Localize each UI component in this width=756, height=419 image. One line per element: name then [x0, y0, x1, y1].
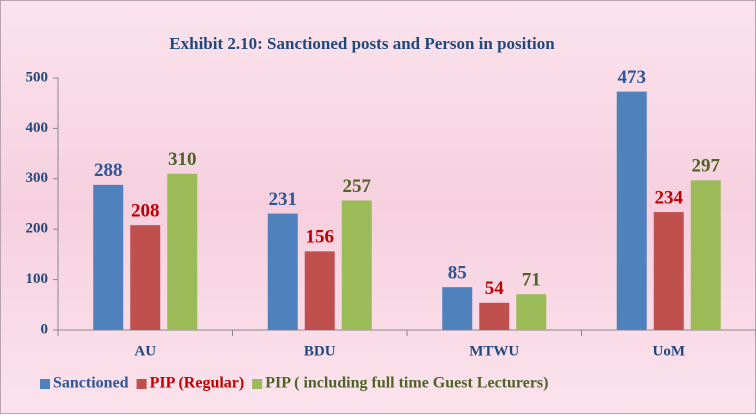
y-tick-label: 300 — [26, 170, 49, 186]
value-label: 231 — [269, 189, 298, 210]
bar — [267, 213, 298, 330]
legend-swatch — [40, 379, 50, 389]
x-tick-label: UoM — [653, 343, 686, 359]
bar — [93, 184, 124, 330]
x-tick-label: AU — [134, 343, 156, 359]
bar — [167, 173, 198, 330]
bar — [616, 91, 647, 330]
legend-label: PIP (Regular) — [150, 375, 245, 392]
value-label: 288 — [94, 160, 123, 181]
chart-title: Exhibit 2.10: Sanctioned posts and Perso… — [169, 34, 555, 53]
bar — [653, 212, 684, 330]
value-label: 310 — [168, 149, 197, 170]
value-label: 473 — [618, 67, 647, 88]
value-label: 208 — [131, 201, 160, 222]
bar — [130, 225, 161, 330]
y-tick-label: 100 — [26, 271, 49, 287]
y-tick-label: 0 — [41, 321, 49, 337]
value-label: 71 — [522, 270, 541, 291]
x-tick-label: BDU — [304, 343, 336, 359]
y-tick-label: 200 — [26, 221, 49, 237]
bar — [479, 302, 510, 330]
y-tick-label: 400 — [26, 120, 49, 136]
x-tick-label: MTWU — [469, 343, 519, 359]
y-tick-label: 500 — [26, 69, 49, 85]
bar — [304, 251, 335, 330]
value-label: 85 — [448, 263, 467, 284]
value-label: 257 — [343, 176, 372, 197]
legend-swatch — [136, 379, 147, 389]
legend-swatch — [252, 379, 263, 389]
value-label: 54 — [485, 278, 505, 299]
legend-label: PIP ( including full time Guest Lecturer… — [265, 375, 548, 392]
value-label: 234 — [655, 187, 684, 208]
bar — [341, 200, 372, 330]
value-label: 297 — [692, 156, 721, 177]
bar — [690, 180, 721, 330]
legend-label: Sanctioned — [53, 375, 129, 392]
bar — [442, 287, 473, 330]
value-label: 156 — [306, 227, 335, 248]
bar — [516, 294, 547, 330]
